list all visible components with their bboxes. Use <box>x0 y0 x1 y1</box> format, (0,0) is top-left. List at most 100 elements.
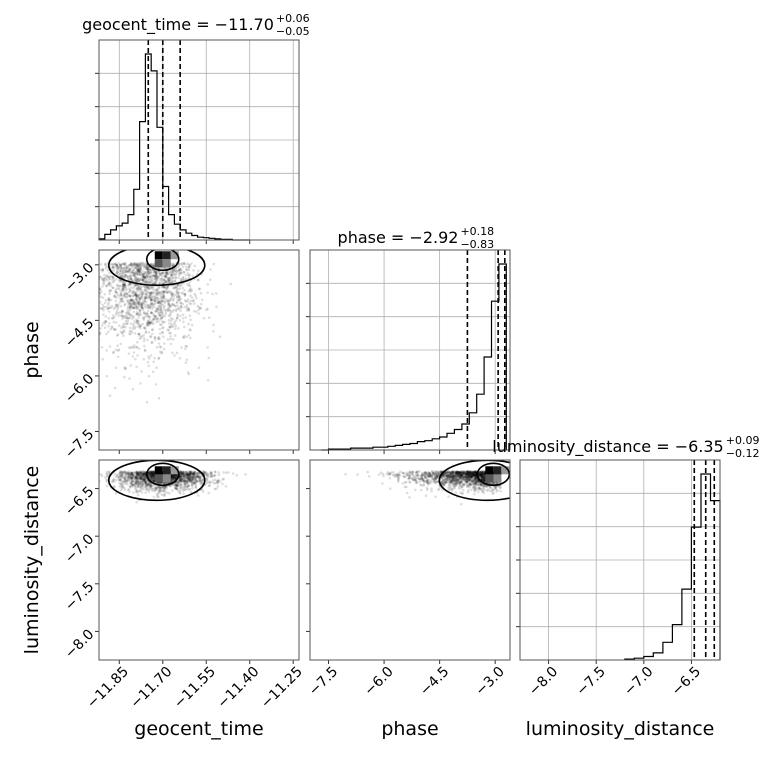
sample-point <box>125 276 129 279</box>
sample-point <box>175 484 178 488</box>
sample-point <box>132 471 136 474</box>
sample-point <box>209 268 212 271</box>
sample-point <box>112 279 116 283</box>
sample-point <box>135 297 138 300</box>
sample-point <box>141 262 144 266</box>
sample-point <box>148 268 151 271</box>
sample-point <box>170 280 173 283</box>
sample-point <box>196 475 200 478</box>
sample-point <box>175 286 179 290</box>
sample-point <box>427 471 430 474</box>
sample-point <box>125 479 128 482</box>
sample-point <box>204 472 207 476</box>
sample-point <box>150 478 153 481</box>
sample-point <box>146 278 150 281</box>
sample-point <box>472 474 476 478</box>
sample-point <box>128 474 132 478</box>
sample-point <box>130 471 134 475</box>
sample-point <box>143 285 146 288</box>
sample-point <box>130 473 133 476</box>
sample-point <box>459 480 463 483</box>
sample-point <box>161 489 165 493</box>
sample-point <box>139 284 142 288</box>
sample-point <box>171 317 174 321</box>
sample-point <box>150 470 154 474</box>
sample-point <box>151 303 155 307</box>
sample-point <box>115 309 119 312</box>
sample-point <box>145 481 148 485</box>
sample-point <box>425 473 429 477</box>
sample-point <box>139 273 142 277</box>
sample-point <box>187 289 191 293</box>
sample-point <box>481 474 484 478</box>
sample-point <box>148 470 152 473</box>
sample-point <box>83 295 86 298</box>
sample-point <box>134 480 138 483</box>
sample-point <box>218 335 222 339</box>
sample-point <box>207 484 211 488</box>
sample-point <box>151 328 154 332</box>
sample-point <box>185 474 188 478</box>
sample-point <box>455 472 459 476</box>
sample-point <box>156 337 159 340</box>
sample-point <box>144 481 147 485</box>
sample-point <box>133 272 137 276</box>
sample-point <box>454 475 457 479</box>
sample-point <box>150 477 153 480</box>
sample-point <box>480 477 484 481</box>
sample-point <box>444 480 447 484</box>
sample-point <box>64 263 67 266</box>
sample-point <box>150 321 154 325</box>
sample-point <box>123 263 126 267</box>
sample-point <box>172 295 175 298</box>
sample-point <box>128 312 132 316</box>
sample-point <box>187 334 191 337</box>
sample-point <box>173 486 177 490</box>
sample-point <box>152 271 156 274</box>
sample-point <box>190 296 194 300</box>
sample-point <box>134 279 138 282</box>
sample-point <box>149 311 153 315</box>
sample-point <box>469 476 473 479</box>
sample-point <box>410 472 414 476</box>
sample-point <box>480 474 484 477</box>
sample-point <box>205 308 208 312</box>
sample-point <box>173 321 176 324</box>
sample-point <box>182 335 185 339</box>
sample-point <box>461 478 465 482</box>
sample-point <box>420 474 424 478</box>
sample-point <box>474 486 478 490</box>
sample-point <box>180 291 183 295</box>
sample-point <box>479 474 483 478</box>
sample-point <box>117 476 121 479</box>
sample-point <box>135 311 139 314</box>
sample-point <box>456 473 460 476</box>
sample-point <box>169 335 172 338</box>
sample-point <box>200 479 204 482</box>
sample-point <box>185 485 188 489</box>
sample-point <box>143 480 147 484</box>
sample-point <box>465 477 469 481</box>
sample-point <box>123 366 126 369</box>
sample-point <box>482 475 486 478</box>
sample-point <box>471 474 474 478</box>
sample-point <box>140 263 143 267</box>
sample-point <box>130 476 134 480</box>
sample-point <box>171 475 174 479</box>
sample-point <box>194 486 198 489</box>
sample-point <box>147 275 150 279</box>
sample-point <box>131 306 134 310</box>
sample-point <box>152 263 155 267</box>
sample-point <box>108 306 111 309</box>
sample-point <box>459 471 462 474</box>
sample-point <box>126 309 130 312</box>
sample-point <box>119 488 123 492</box>
sample-point <box>151 302 154 305</box>
sample-point <box>127 487 131 491</box>
sample-point <box>470 473 474 477</box>
sample-point <box>182 320 185 324</box>
sample-point <box>46 282 49 285</box>
sample-point <box>141 274 145 278</box>
sample-point <box>155 320 158 324</box>
sample-point <box>132 268 136 271</box>
